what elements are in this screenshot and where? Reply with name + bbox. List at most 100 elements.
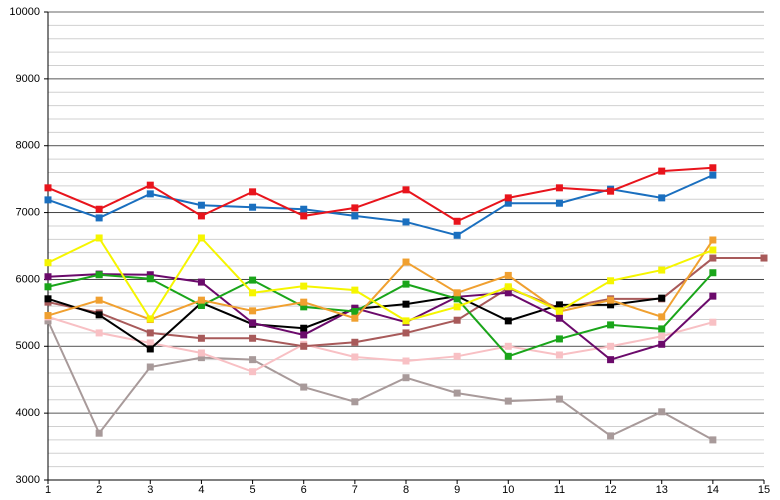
point-marker bbox=[658, 313, 666, 321]
point-marker bbox=[658, 266, 666, 274]
point-marker bbox=[402, 258, 410, 266]
point-marker bbox=[197, 302, 205, 310]
point-marker bbox=[504, 342, 512, 350]
point-marker bbox=[555, 335, 563, 343]
point-marker bbox=[504, 352, 512, 360]
point-marker bbox=[504, 194, 512, 202]
point-marker bbox=[44, 312, 52, 320]
point-marker bbox=[607, 301, 615, 309]
point-marker bbox=[249, 307, 257, 315]
point-marker bbox=[197, 201, 205, 209]
point-marker bbox=[300, 331, 308, 339]
point-marker bbox=[555, 351, 563, 359]
point-marker bbox=[658, 194, 666, 202]
point-marker bbox=[249, 203, 257, 211]
point-marker bbox=[709, 246, 717, 254]
point-marker bbox=[402, 218, 410, 226]
point-marker bbox=[351, 398, 359, 406]
point-marker bbox=[658, 332, 666, 340]
point-marker bbox=[658, 325, 666, 333]
point-marker bbox=[197, 278, 205, 286]
point-marker bbox=[607, 296, 615, 304]
series bbox=[44, 171, 717, 239]
point-marker bbox=[351, 338, 359, 346]
point-marker bbox=[453, 303, 461, 311]
point-marker bbox=[197, 212, 205, 220]
point-marker bbox=[709, 164, 717, 172]
point-marker bbox=[146, 345, 154, 353]
point-marker bbox=[95, 271, 103, 279]
point-marker bbox=[555, 314, 563, 322]
point-marker bbox=[300, 383, 308, 391]
series bbox=[44, 317, 717, 444]
point-marker bbox=[95, 205, 103, 213]
point-marker bbox=[44, 184, 52, 192]
point-marker bbox=[351, 314, 359, 322]
point-marker bbox=[351, 286, 359, 294]
point-marker bbox=[249, 356, 257, 364]
y-tick-label: 4000 bbox=[16, 407, 40, 419]
y-tick-label: 9000 bbox=[16, 73, 40, 85]
x-tick-label: 5 bbox=[250, 484, 256, 496]
series-line bbox=[47, 315, 714, 373]
point-marker bbox=[402, 329, 410, 337]
point-marker bbox=[300, 212, 308, 220]
point-marker bbox=[709, 254, 717, 262]
point-marker bbox=[44, 273, 52, 281]
point-marker bbox=[249, 276, 257, 284]
point-marker bbox=[44, 295, 52, 303]
point-marker bbox=[709, 436, 717, 444]
series-line bbox=[47, 272, 714, 358]
point-marker bbox=[453, 352, 461, 360]
point-marker bbox=[760, 254, 768, 262]
point-marker bbox=[607, 321, 615, 329]
point-marker bbox=[658, 167, 666, 175]
point-marker bbox=[658, 408, 666, 416]
point-marker bbox=[453, 295, 461, 303]
point-marker bbox=[607, 432, 615, 440]
point-marker bbox=[300, 303, 308, 311]
point-marker bbox=[555, 307, 563, 315]
y-tick-label: 5000 bbox=[16, 340, 40, 352]
point-marker bbox=[504, 271, 512, 279]
y-tick-label: 7000 bbox=[16, 206, 40, 218]
x-tick-label: 4 bbox=[198, 484, 204, 496]
y-tick-label: 3000 bbox=[16, 474, 40, 486]
y-tick-label: 6000 bbox=[16, 273, 40, 285]
x-tick-label: 13 bbox=[656, 484, 668, 496]
point-marker bbox=[402, 280, 410, 288]
y-tick-label: 8000 bbox=[16, 140, 40, 152]
point-marker bbox=[249, 188, 257, 196]
series bbox=[44, 234, 717, 325]
point-marker bbox=[504, 289, 512, 297]
point-marker bbox=[44, 259, 52, 267]
x-tick-label: 14 bbox=[707, 484, 719, 496]
x-tick-label: 1 bbox=[45, 484, 51, 496]
point-marker bbox=[351, 308, 359, 316]
point-marker bbox=[197, 354, 205, 362]
point-marker bbox=[146, 363, 154, 371]
point-marker bbox=[555, 184, 563, 192]
series-line bbox=[47, 166, 713, 223]
point-marker bbox=[146, 190, 154, 198]
point-marker bbox=[453, 217, 461, 225]
series-line bbox=[47, 273, 714, 361]
point-marker bbox=[146, 181, 154, 189]
point-marker bbox=[44, 196, 52, 204]
point-marker bbox=[402, 300, 410, 308]
y-tick-label: 10000 bbox=[9, 6, 40, 18]
point-marker bbox=[607, 277, 615, 285]
point-marker bbox=[709, 236, 717, 244]
point-marker bbox=[44, 283, 52, 291]
point-marker bbox=[95, 429, 103, 437]
point-marker bbox=[300, 324, 308, 332]
point-marker bbox=[95, 311, 103, 319]
point-marker bbox=[146, 329, 154, 337]
point-marker bbox=[300, 342, 308, 350]
point-marker bbox=[197, 234, 205, 242]
point-marker bbox=[351, 204, 359, 212]
point-marker bbox=[402, 317, 410, 325]
point-marker bbox=[658, 294, 666, 302]
point-marker bbox=[95, 214, 103, 222]
